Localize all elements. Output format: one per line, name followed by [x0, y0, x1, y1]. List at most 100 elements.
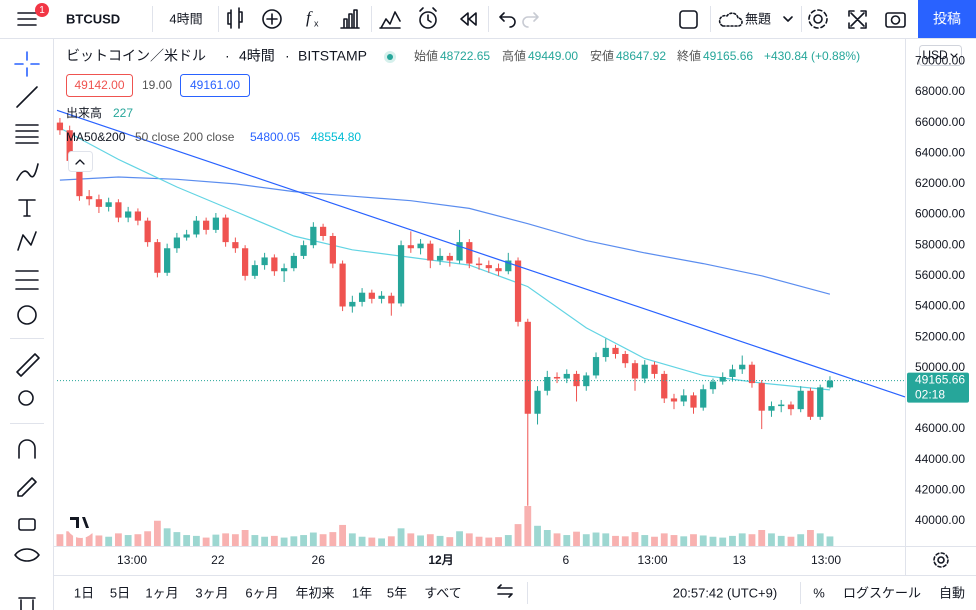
high-label: 高値 [502, 48, 526, 63]
screenshot-button[interactable] [885, 12, 906, 28]
range-button[interactable]: 5年 [387, 585, 407, 600]
icon-tool[interactable] [17, 305, 37, 325]
exchange: BITSTAMP [298, 48, 367, 64]
buy-button[interactable] [180, 74, 250, 97]
clock[interactable]: 20:57:42 (UTC+9) [673, 585, 777, 600]
volume-bar [319, 534, 327, 546]
stay-drawing-tool[interactable] [17, 477, 37, 497]
candle-body [427, 243, 434, 261]
log-scale-button[interactable]: ログスケール [843, 585, 921, 600]
volume-bar [212, 534, 220, 546]
templates-button[interactable] [379, 11, 401, 29]
volume-bar [251, 535, 259, 546]
measure-tool[interactable] [16, 353, 40, 377]
range-button[interactable]: すべて [424, 585, 462, 600]
volume-bar [417, 535, 424, 546]
range-button[interactable]: 5日 [110, 585, 130, 600]
currency[interactable]: USD [922, 48, 948, 62]
volume-bar [387, 536, 395, 546]
candle-body [826, 380, 834, 388]
replay-button[interactable] [460, 12, 477, 26]
candle-body [563, 373, 570, 379]
x-tick-label: 12月 [428, 553, 453, 567]
volume-bar [592, 532, 600, 546]
y-tick-label: 50000.00 [915, 360, 965, 374]
volume-bar [768, 533, 775, 546]
symbol[interactable]: BTCUSD [66, 11, 120, 26]
y-tick-label: 58000.00 [915, 237, 965, 251]
volume-bar [738, 533, 746, 546]
magnet-tool[interactable] [18, 439, 36, 459]
y-tick-label: 66000.00 [915, 115, 965, 129]
range-button[interactable]: 1年 [352, 585, 372, 600]
range-button[interactable]: 6ヶ月 [245, 585, 278, 600]
candle-body [797, 390, 804, 410]
fullscreen-button[interactable] [848, 10, 867, 29]
settings-button[interactable] [808, 9, 828, 29]
candle-body [553, 376, 561, 379]
percent-button[interactable]: % [813, 585, 825, 600]
volume-bar [290, 536, 298, 546]
menu-button[interactable] [17, 12, 37, 26]
save-button[interactable] [718, 12, 743, 27]
volume-bar [826, 536, 834, 546]
pattern-tool[interactable] [17, 231, 37, 251]
sell-button[interactable] [66, 74, 133, 97]
text-tool[interactable] [18, 199, 36, 217]
range-button[interactable]: 3ヶ月 [195, 585, 228, 600]
range-button[interactable]: 1ヶ月 [145, 585, 178, 600]
crosshair-tool[interactable] [14, 51, 40, 77]
currency-button[interactable] [919, 45, 962, 66]
candle-body [154, 242, 161, 273]
axis-settings-button[interactable] [933, 552, 949, 568]
open-label: 始値 [414, 48, 438, 63]
volume-bar [709, 536, 717, 546]
layout-button[interactable] [679, 10, 698, 29]
compare-button[interactable] [262, 9, 282, 29]
redo-button[interactable] [522, 12, 539, 28]
undo-button[interactable] [499, 12, 516, 28]
brush-tool[interactable] [16, 163, 39, 181]
range-button[interactable]: 年初来 [295, 585, 334, 600]
sell-price[interactable]: 49142.00 [74, 78, 124, 92]
candle-body [66, 130, 73, 161]
buy-price[interactable]: 49161.00 [190, 78, 240, 92]
fib-tool[interactable] [15, 124, 39, 144]
volume-bar [153, 520, 161, 546]
volume-bar [465, 533, 473, 546]
alert-button[interactable] [419, 7, 437, 29]
legend-dot: · [225, 48, 230, 64]
layout-menu[interactable] [783, 16, 793, 22]
interval[interactable]: 4時間 [169, 11, 202, 26]
goto-date-button[interactable] [497, 584, 513, 598]
chart-type-button[interactable] [227, 7, 243, 29]
financials-button[interactable] [340, 9, 360, 29]
candle-body [417, 243, 424, 249]
volume-bar [651, 536, 658, 546]
trendline-tool[interactable] [16, 86, 38, 108]
volume-bar [95, 535, 103, 546]
volume-bar [534, 525, 541, 546]
publish-label[interactable]: 投稿 [933, 11, 961, 27]
zoom-tool[interactable] [18, 390, 34, 406]
publish-button[interactable] [918, 0, 976, 38]
volume-bar [690, 534, 697, 546]
candle-body [56, 122, 64, 131]
hide-tool[interactable] [14, 548, 40, 562]
range-button[interactable]: 1日 [74, 585, 94, 600]
volume-bar [192, 535, 200, 546]
layout-name[interactable]: 無題 [745, 11, 771, 26]
lock-tool[interactable] [18, 518, 36, 531]
candle-body [319, 226, 327, 236]
collapse-button[interactable] [68, 151, 93, 172]
candle-body [670, 398, 678, 402]
y-tick-label: 40000.00 [915, 513, 965, 527]
candle-body [329, 235, 336, 264]
delete-tool[interactable] [18, 597, 36, 610]
volume-bar [485, 537, 493, 546]
auto-button[interactable]: 自動 [939, 585, 965, 600]
prediction-tool[interactable] [15, 270, 39, 290]
candle-body [817, 387, 824, 417]
volume-bar [660, 533, 668, 546]
